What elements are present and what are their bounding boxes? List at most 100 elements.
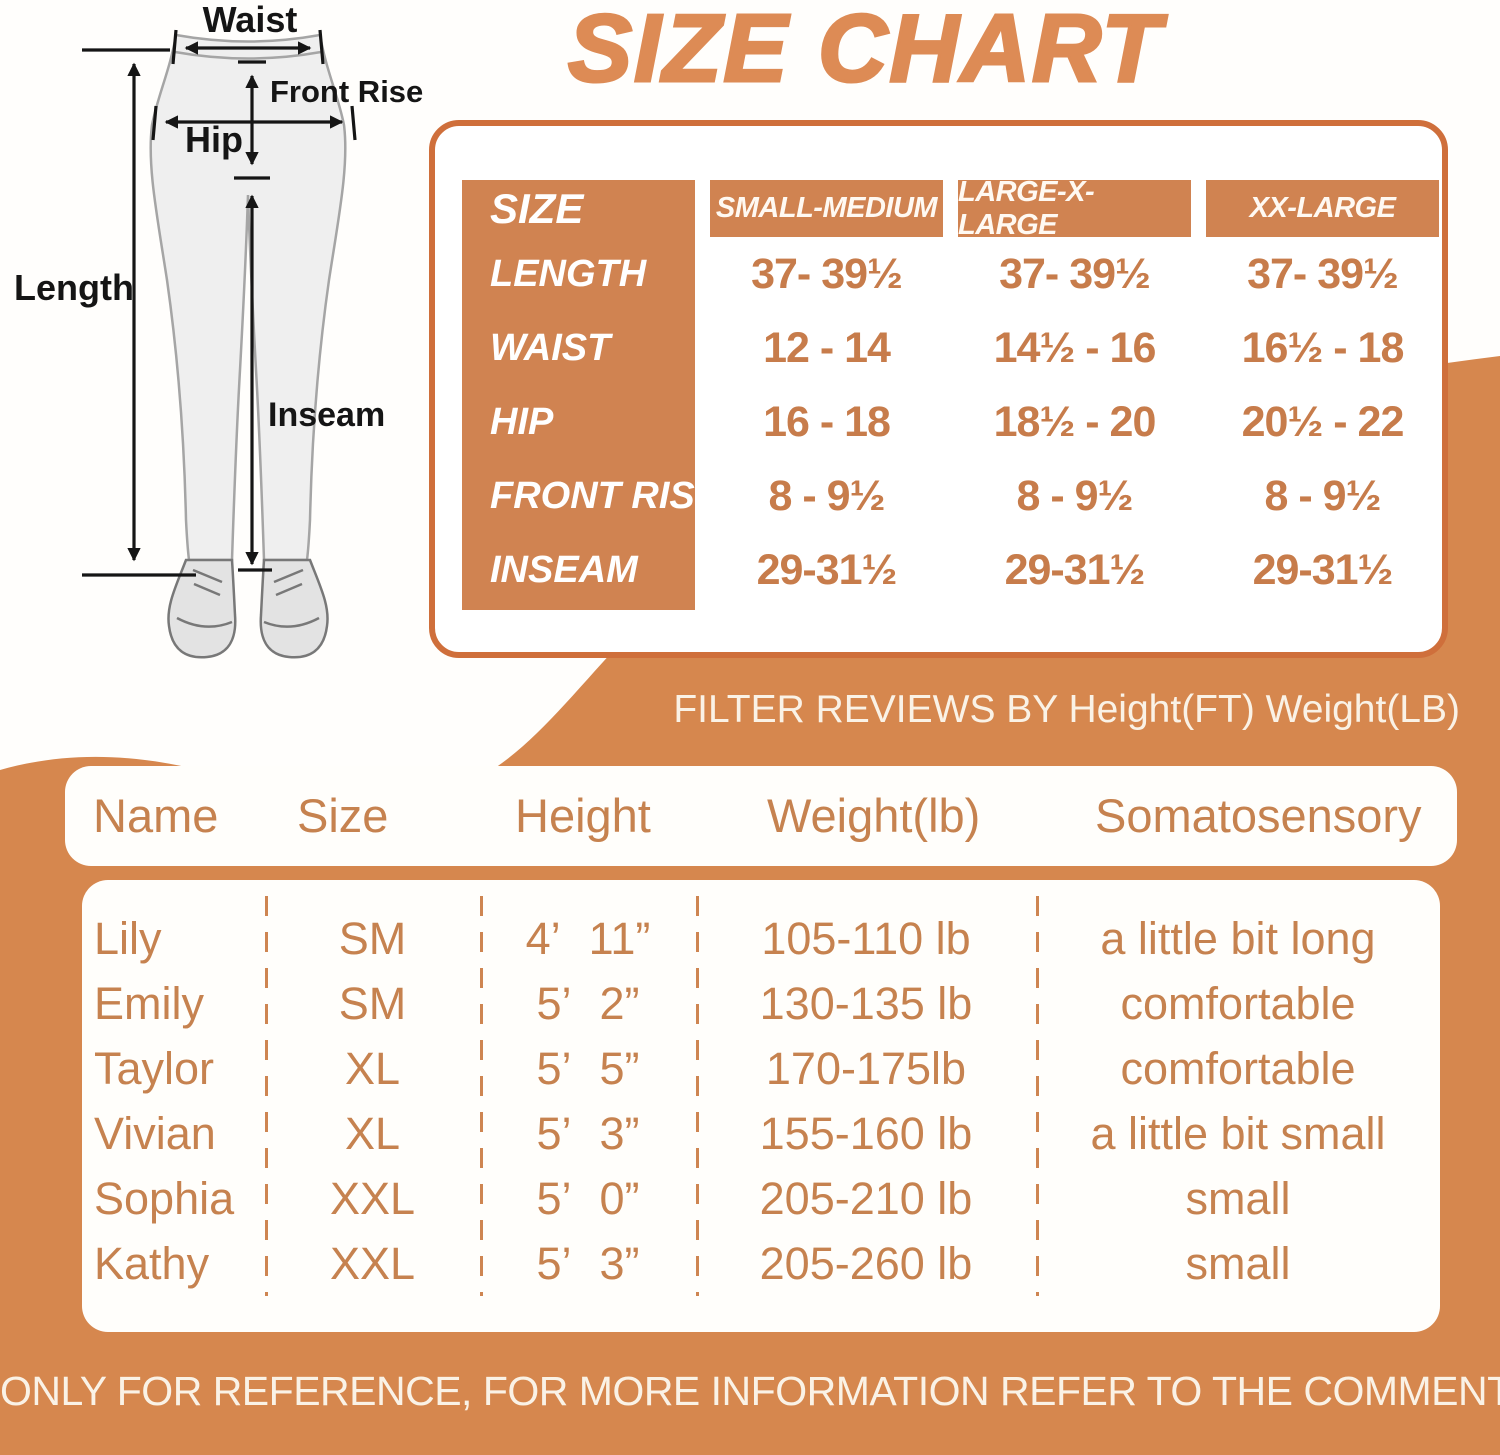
column-separator bbox=[480, 896, 483, 1296]
filter-reviews-heading: FILTER REVIEWS BY Height(FT) Weight(LB) bbox=[673, 688, 1460, 731]
size-value: 14½ - 16 bbox=[993, 323, 1157, 372]
reviewer-somatosensory: a little bit long bbox=[1100, 912, 1376, 964]
size-value: 16 - 18 bbox=[763, 397, 891, 446]
size-value: 29-31½ bbox=[1252, 545, 1394, 594]
size-row-label: HIP bbox=[490, 400, 554, 443]
reviewer-height: 5’ 0” bbox=[480, 1173, 696, 1225]
front-rise-label: Front Rise bbox=[270, 74, 423, 109]
height-inches: 3” bbox=[599, 1107, 640, 1159]
page-title: SIZE CHART bbox=[566, 0, 1163, 104]
review-row: Taylor XL 5’ 5” 170-175lb comfortable bbox=[82, 1036, 1440, 1101]
size-value: 20½ - 22 bbox=[1241, 397, 1405, 446]
waist-label: Waist bbox=[203, 0, 298, 40]
reviewer-height: 4’ 11” bbox=[480, 913, 696, 965]
height-feet: 5’ bbox=[536, 1172, 572, 1224]
reviewer-height: 5’ 5” bbox=[480, 1043, 696, 1095]
reviewer-name: Taylor bbox=[94, 1042, 215, 1094]
reviewer-weight: 130-135 lb bbox=[759, 977, 973, 1029]
reviewer-size: SM bbox=[338, 977, 407, 1029]
reviewer-somatosensory: a little bit small bbox=[1090, 1107, 1386, 1159]
height-inches: 3” bbox=[599, 1237, 640, 1289]
reviewer-name: Lily bbox=[94, 912, 162, 964]
size-table-header-row: SIZE SMALL-MEDIUM LARGE-X-LARGE XX-LARGE bbox=[462, 176, 1439, 241]
size-row-hip: HIP 16 - 18 18½ - 20 20½ - 22 bbox=[462, 385, 1439, 459]
size-value: 12 - 14 bbox=[763, 323, 891, 372]
size-row-front-rise: FRONT RISE 8 - 9½ 8 - 9½ 8 - 9½ bbox=[462, 459, 1439, 533]
reviewer-size: XL bbox=[344, 1042, 401, 1094]
size-row-label: FRONT RISE bbox=[490, 474, 721, 517]
review-row: Kathy XXL 5’ 3” 205-260 lb small bbox=[82, 1231, 1440, 1296]
reviewer-somatosensory: small bbox=[1185, 1172, 1291, 1224]
height-inches: 2” bbox=[599, 977, 640, 1029]
column-separator bbox=[1036, 896, 1039, 1296]
review-row: Sophia XXL 5’ 0” 205-210 lb small bbox=[82, 1166, 1440, 1231]
reviews-column-height: Height bbox=[515, 789, 651, 842]
reviewer-size: XXL bbox=[329, 1237, 416, 1289]
size-value: 37- 39½ bbox=[1247, 249, 1399, 298]
size-column-xx-large: XX-LARGE bbox=[1206, 180, 1439, 237]
size-column-small-medium: SMALL-MEDIUM bbox=[710, 180, 943, 237]
reviewer-height: 5’ 2” bbox=[480, 978, 696, 1030]
length-label: Length bbox=[14, 267, 134, 308]
reviews-column-weight: Weight(lb) bbox=[767, 789, 981, 842]
height-inches: 11” bbox=[588, 912, 651, 964]
size-value: 37- 39½ bbox=[999, 249, 1151, 298]
reviewer-size: XXL bbox=[329, 1172, 416, 1224]
height-inches: 5” bbox=[599, 1042, 640, 1094]
reviewer-somatosensory: comfortable bbox=[1120, 977, 1356, 1029]
reviews-column-size: Size bbox=[297, 789, 389, 842]
size-row-label: LENGTH bbox=[490, 252, 647, 295]
reviews-table-body: Lily SM 4’ 11” 105-110 lb a little bit l… bbox=[82, 880, 1440, 1332]
diagram-labels: Waist Front Rise Hip Length Inseam bbox=[14, 0, 423, 434]
size-value: 8 - 9½ bbox=[1016, 471, 1134, 520]
reviewer-weight: 170-175lb bbox=[765, 1042, 967, 1094]
size-value: 37- 39½ bbox=[751, 249, 903, 298]
size-label-column-background bbox=[462, 180, 695, 610]
reviewer-weight: 105-110 lb bbox=[761, 912, 971, 964]
reviewer-height: 5’ 3” bbox=[480, 1238, 696, 1290]
reviewer-size: SM bbox=[338, 912, 407, 964]
footer-note: ONLY FOR REFERENCE, FOR MORE INFORMATION… bbox=[0, 1368, 1500, 1414]
reviewer-somatosensory: comfortable bbox=[1120, 1042, 1356, 1094]
size-row-label: WAIST bbox=[490, 326, 611, 369]
hip-end-ticks bbox=[151, 105, 357, 141]
size-column-large-x-large: LARGE-X-LARGE bbox=[958, 176, 1191, 241]
size-value: 8 - 9½ bbox=[768, 471, 886, 520]
reviews-column-name: Name bbox=[93, 789, 219, 842]
reviewer-name: Emily bbox=[94, 977, 204, 1029]
hip-label: Hip bbox=[185, 119, 243, 160]
reviews-column-somatosensory: Somatosensory bbox=[1095, 789, 1422, 842]
leggings-outline bbox=[149, 33, 347, 562]
reviewer-somatosensory: small bbox=[1185, 1237, 1291, 1289]
legs-measurement-diagram: Waist Front Rise Hip Length Inseam bbox=[14, 0, 423, 659]
size-value: 8 - 9½ bbox=[1264, 471, 1382, 520]
height-inches: 0” bbox=[599, 1172, 640, 1224]
reviewer-height: 5’ 3” bbox=[480, 1108, 696, 1160]
size-table: SIZE SMALL-MEDIUM LARGE-X-LARGE XX-LARGE… bbox=[429, 120, 1448, 658]
waist-end-ticks bbox=[171, 29, 325, 65]
review-row: Emily SM 5’ 2” 130-135 lb comfortable bbox=[82, 971, 1440, 1036]
reviewer-name: Vivian bbox=[94, 1107, 216, 1159]
height-feet: 5’ bbox=[536, 1107, 572, 1159]
reviewer-size: XL bbox=[344, 1107, 401, 1159]
reviewer-name: Kathy bbox=[94, 1237, 210, 1289]
size-value: 18½ - 20 bbox=[993, 397, 1157, 446]
height-feet: 5’ bbox=[536, 1042, 572, 1094]
reviewer-weight: 205-260 lb bbox=[759, 1237, 973, 1289]
size-value: 29-31½ bbox=[756, 545, 898, 594]
size-row-waist: WAIST 12 - 14 14½ - 16 16½ - 18 bbox=[462, 311, 1439, 385]
height-feet: 4’ bbox=[525, 912, 561, 964]
size-value: 29-31½ bbox=[1004, 545, 1146, 594]
sneakers bbox=[167, 558, 329, 659]
column-separator bbox=[696, 896, 699, 1296]
size-table-corner-cell: SIZE bbox=[490, 184, 584, 232]
height-feet: 5’ bbox=[536, 977, 572, 1029]
height-feet: 5’ bbox=[536, 1237, 572, 1289]
review-row: Vivian XL 5’ 3” 155-160 lb a little bit … bbox=[82, 1101, 1440, 1166]
inseam-label: Inseam bbox=[268, 396, 385, 434]
size-row-inseam: INSEAM 29-31½ 29-31½ 29-31½ bbox=[462, 533, 1439, 607]
size-row-length: LENGTH 37- 39½ 37- 39½ 37- 39½ bbox=[462, 237, 1439, 311]
review-row: Lily SM 4’ 11” 105-110 lb a little bit l… bbox=[82, 906, 1440, 971]
reviewer-weight: 205-210 lb bbox=[759, 1172, 973, 1224]
